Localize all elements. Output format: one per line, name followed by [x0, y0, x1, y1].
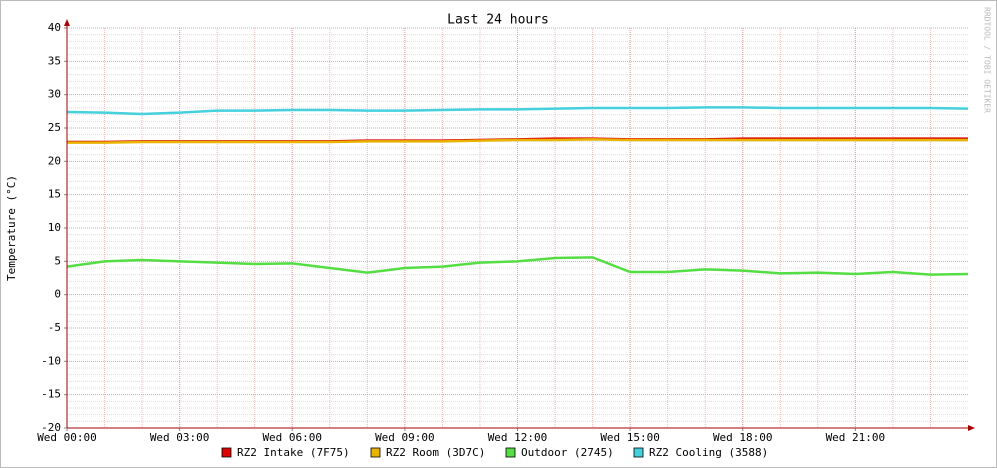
legend-swatch [221, 447, 232, 458]
x-tick-label: Wed 06:00 [262, 431, 322, 444]
watermark: RRDTOOL / TOBI OETIKER [983, 7, 992, 113]
x-tick-label: Wed 15:00 [600, 431, 660, 444]
series-line [66, 106, 969, 116]
chart-title: Last 24 hours [447, 13, 549, 28]
y-tick-label: -10 [41, 354, 61, 367]
legend-label: RZ2 Room (3D7C) [386, 446, 485, 459]
y-tick-label: 40 [48, 21, 61, 34]
x-tick-label: Wed 12:00 [488, 431, 548, 444]
legend-label: Outdoor (2745) [521, 446, 614, 459]
grid [66, 27, 968, 429]
y-tick-label: 15 [48, 188, 61, 201]
y-tick-label: 5 [54, 254, 61, 267]
y-axis-label: Temperature (°C) [5, 175, 18, 281]
y-tick-label: 35 [48, 54, 61, 67]
x-tick-label: Wed 03:00 [150, 431, 210, 444]
y-tick-label: 30 [48, 88, 61, 101]
x-tick-label: Wed 21:00 [826, 431, 886, 444]
axis-arrow [968, 425, 975, 431]
legend-swatch [633, 447, 644, 458]
y-tick-label: 10 [48, 221, 61, 234]
y-tick-label: 20 [48, 154, 61, 167]
y-tick-label: 25 [48, 121, 61, 134]
x-tick-label: Wed 00:00 [37, 431, 97, 444]
legend-swatch [370, 447, 381, 458]
y-tick-label: -15 [41, 388, 61, 401]
legend-swatch [505, 447, 516, 458]
series-line [67, 138, 968, 144]
x-tick-label: Wed 09:00 [375, 431, 435, 444]
y-tick-label: 0 [54, 288, 61, 301]
y-tick-label: -20 [41, 421, 61, 434]
legend-label: RZ2 Cooling (3588) [649, 446, 768, 459]
y-tick-label: -5 [48, 321, 61, 334]
x-tick-label: Wed 18:00 [713, 431, 773, 444]
legend-label: RZ2 Intake (7F75) [237, 446, 350, 459]
marks [66, 106, 969, 276]
series-line [66, 256, 969, 276]
